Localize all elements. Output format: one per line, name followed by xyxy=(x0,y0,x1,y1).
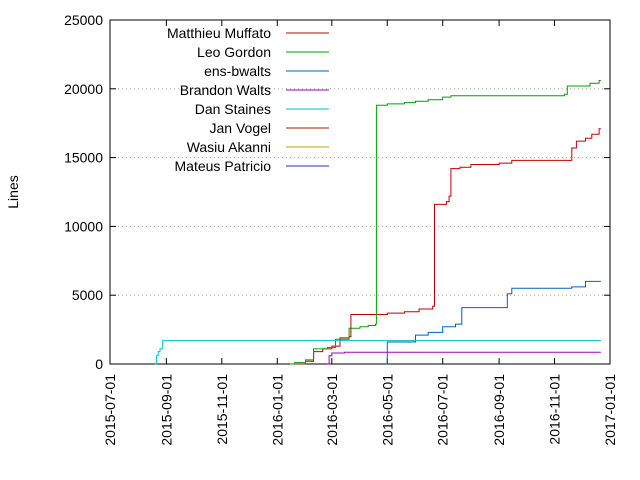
series-lines xyxy=(155,80,601,365)
x-tick-label: 2016-11-01 xyxy=(547,374,563,445)
x-tick-label: 2016-07-01 xyxy=(435,374,451,446)
series-line-dan-staines xyxy=(155,340,601,365)
x-tick-label: 2016-09-01 xyxy=(491,374,507,446)
grid xyxy=(110,88,610,296)
legend: Matthieu Muffato Leo Gordon ens-bwalts Bran… xyxy=(167,25,329,174)
series-line-leo-gordon xyxy=(290,80,601,365)
legend-label-mateus-patricio: Mateus Patricio xyxy=(175,158,272,174)
legend-label-leo-gordon: Leo Gordon xyxy=(197,44,271,60)
y-tick-label: 20000 xyxy=(64,81,103,97)
x-tick-label: 2015-09-01 xyxy=(158,374,174,446)
x-tick-label: 2016-05-01 xyxy=(379,374,395,446)
y-tick-label: 10000 xyxy=(64,218,103,234)
y-tick-label: 15000 xyxy=(64,150,103,166)
x-tick-label: 2017-01-01 xyxy=(602,374,618,446)
legend-label-matthieu-muffato: Matthieu Muffato xyxy=(167,25,271,41)
legend-label-jan-vogel: Jan Vogel xyxy=(210,120,272,136)
legend-label-ens-bwalts: ens-bwalts xyxy=(204,63,271,79)
series-line-brandon-walts xyxy=(327,351,601,365)
y-axis-title: Lines xyxy=(5,175,21,208)
x-tick-label: 2016-01-01 xyxy=(269,374,285,446)
series-line-ens-bwalts xyxy=(386,280,601,365)
plot-border xyxy=(109,19,611,365)
legend-label-dan-staines: Dan Staines xyxy=(195,101,271,117)
x-tick-label: 2016-03-01 xyxy=(324,374,340,446)
y-tick-label: 0 xyxy=(95,356,103,372)
legend-label-brandon-walts: Brandon Walts xyxy=(180,82,271,98)
series-line-matthieu-muffato xyxy=(294,128,601,365)
y-tick-label: 25000 xyxy=(64,12,103,28)
x-tick-label: 2015-07-01 xyxy=(102,374,118,446)
axes: 0 5000 10000 15000 20000 25000 2015-07-01 2015-… xyxy=(64,12,618,446)
y-tick-label: 5000 xyxy=(72,287,103,303)
legend-label-wasiu-akanni: Wasiu Akanni xyxy=(187,139,271,155)
x-tick-label: 2015-11-01 xyxy=(214,374,230,445)
